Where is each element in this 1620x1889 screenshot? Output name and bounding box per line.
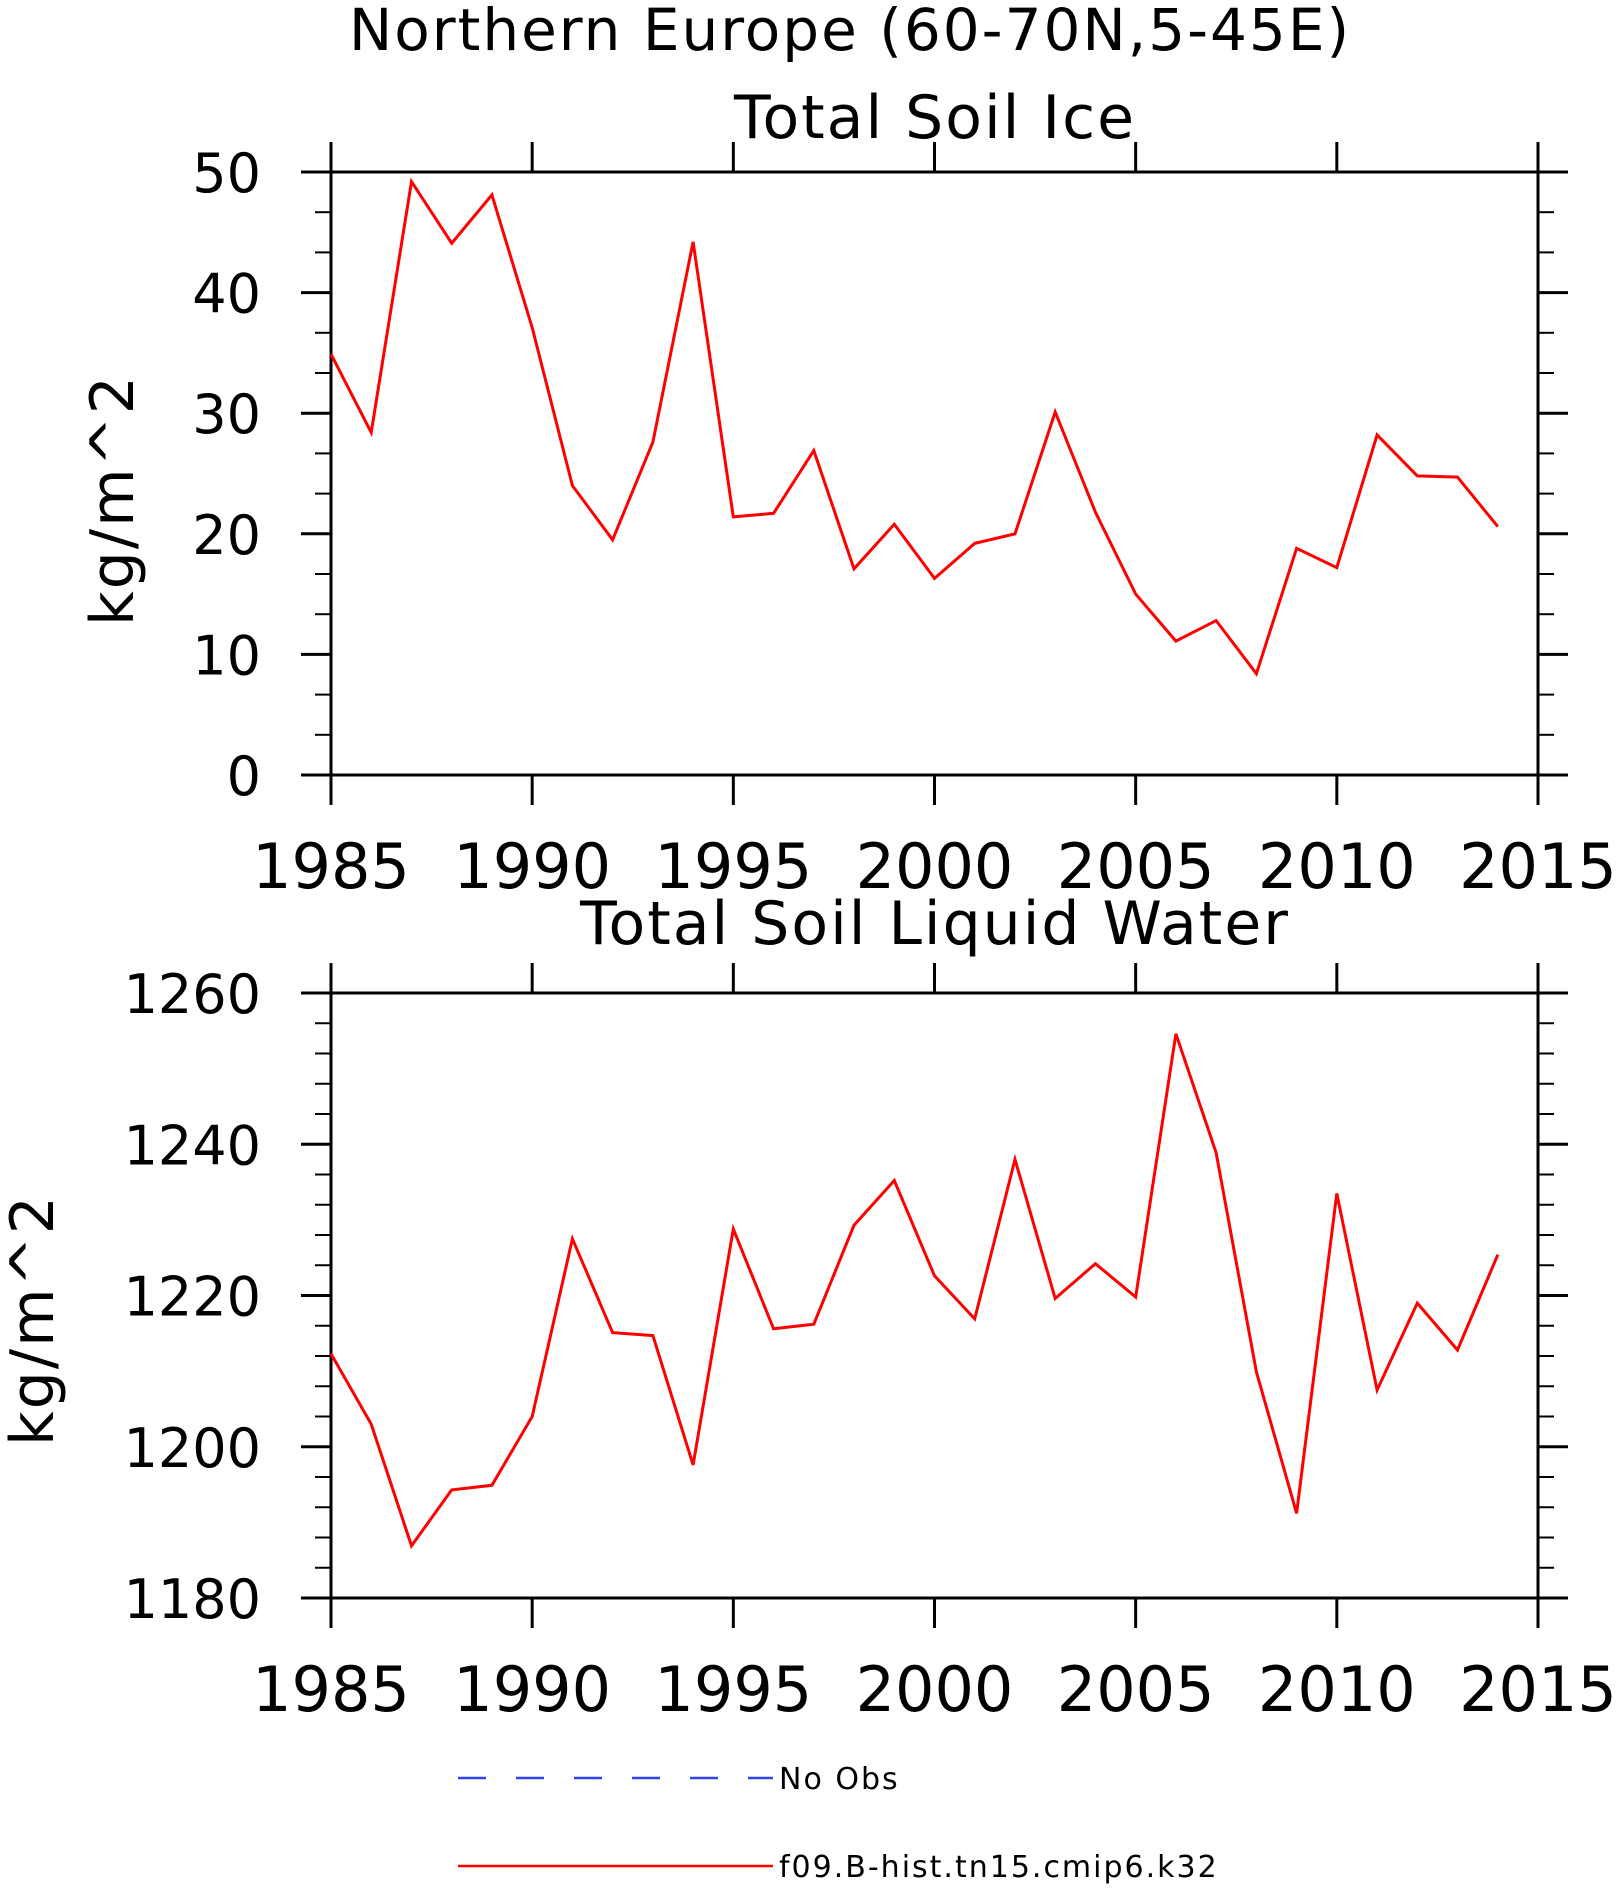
y-tick-label: 30 [192,383,261,446]
series-line [329,177,1499,677]
x-tick-label: 2000 [856,1653,1014,1726]
x-tick-label: 1995 [654,1653,812,1726]
x-tick-label: 1990 [453,1653,611,1726]
y-tick-label: 1200 [124,1417,261,1480]
y-tick-label: 20 [192,504,261,567]
series-line [329,1033,1500,1550]
x-tick-label: 2015 [1459,1653,1617,1726]
x-tick-label: 1990 [453,830,611,903]
x-tick-label: 2015 [1459,830,1617,903]
legend-label-no-obs: No Obs [779,1762,900,1797]
y-tick-label: 10 [192,624,261,687]
panel-total-soil-ice: Total Soil Ice kg/m^2 1985 1990 1995 2000 20… [78,83,1617,903]
figure-title: Northern Europe (60-70N,5-45E) [349,0,1351,64]
axes: 1985 1990 1995 2000 2005 2010 2015 1180 1200 1220… [124,963,1617,1726]
legend: No Obs f09.B-hist.tn15.cmip6.k32 [458,1762,1219,1885]
y-tick-label: 1260 [124,963,261,1026]
series-group [329,177,1499,677]
x-tick-label: 1985 [252,830,410,903]
series-group [329,1033,1500,1550]
axes: 1985 1990 1995 2000 2005 2010 2015 0 10 20 30 40 50 [192,142,1617,903]
y-axis-label: kg/m^2 [78,374,148,626]
y-tick-label: 1240 [124,1114,261,1177]
x-tick-label: 2005 [1057,1653,1215,1726]
x-tick-label: 2000 [856,830,1014,903]
y-tick-label: 1220 [124,1266,261,1329]
panel-title: Total Soil Ice [733,83,1136,153]
panel-title: Total Soil Liquid Water [579,889,1290,959]
x-tick-label: 1985 [252,1653,410,1726]
x-tick-label: 2005 [1057,830,1215,903]
x-tick-label: 2010 [1258,1653,1416,1726]
panel-total-soil-liquid-water: Total Soil Liquid Water kg/m^2 1985 1990 1… [0,889,1617,1726]
x-tick-label: 2010 [1258,830,1416,903]
legend-label-model: f09.B-hist.tn15.cmip6.k32 [779,1850,1219,1885]
y-tick-label: 40 [192,263,261,326]
y-tick-label: 1180 [124,1568,261,1631]
y-tick-label: 0 [227,745,261,808]
x-tick-label: 1995 [654,830,812,903]
y-axis-label: kg/m^2 [0,1194,68,1446]
y-tick-label: 50 [192,142,261,205]
